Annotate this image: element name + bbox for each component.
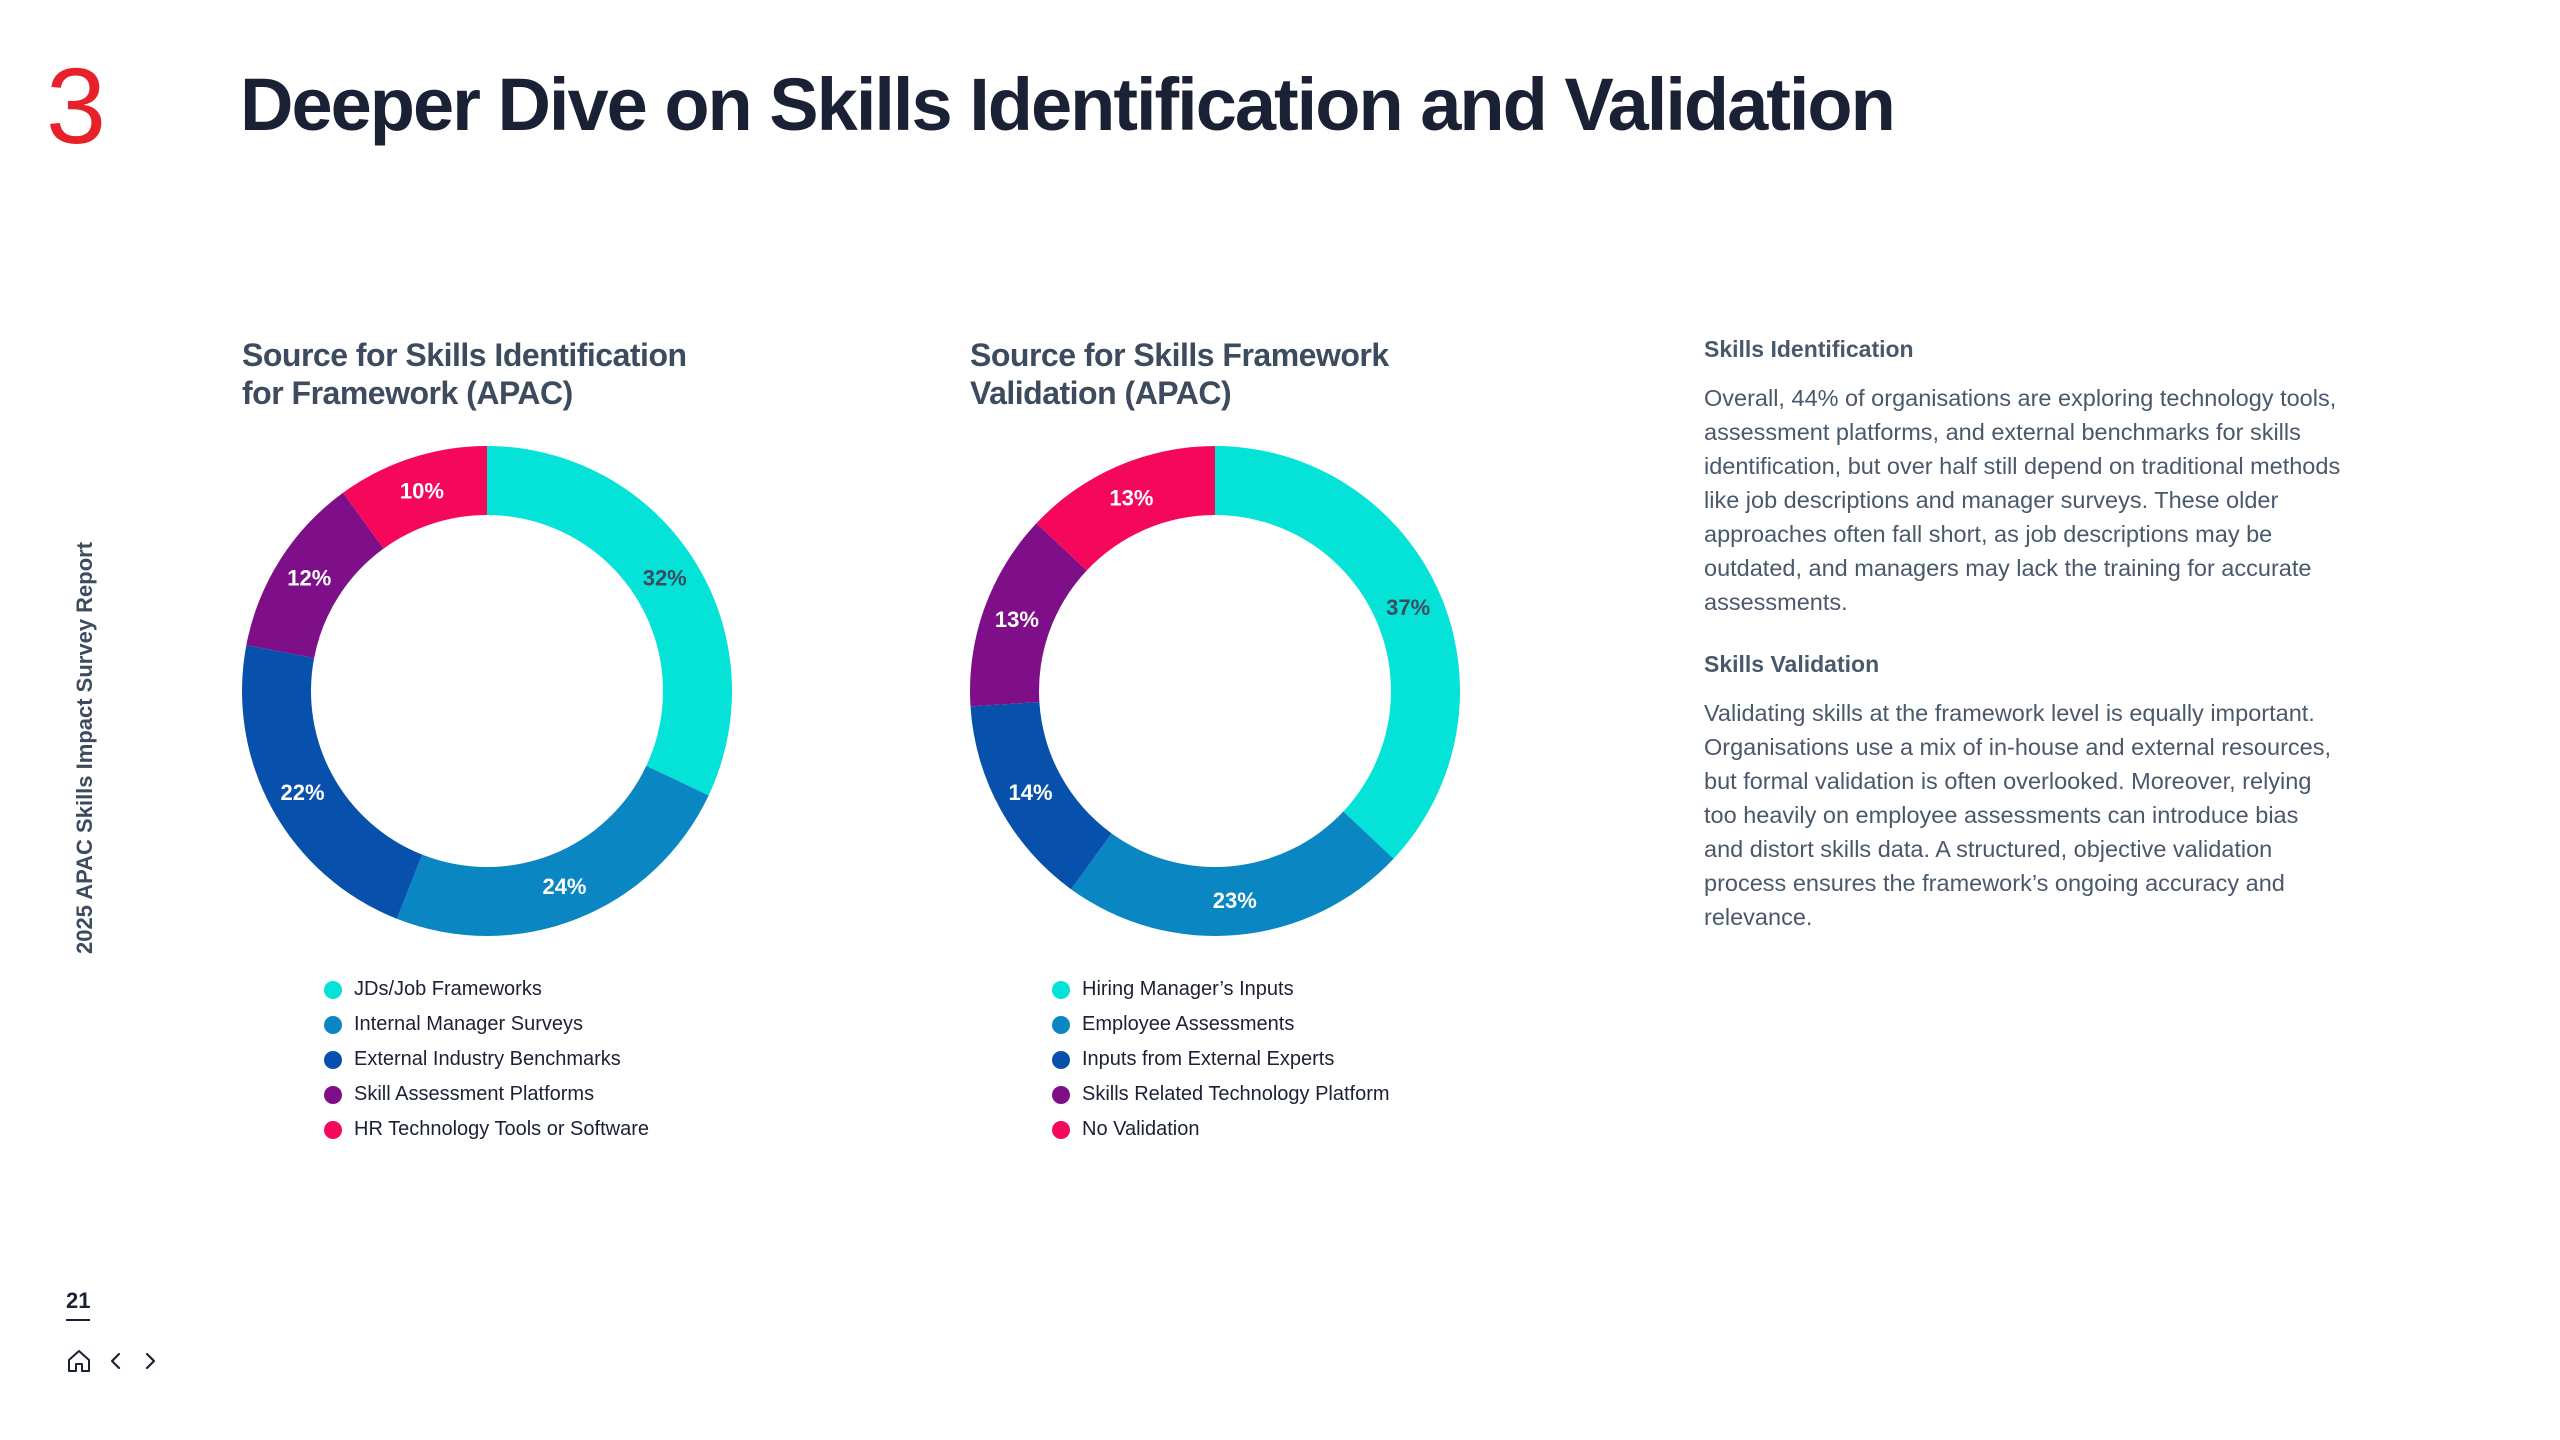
data-label: 22% [281, 780, 325, 805]
donut-slice [487, 446, 732, 796]
data-label: 37% [1386, 595, 1430, 620]
donut-slice [970, 702, 1112, 890]
legend-item: Internal Manager Surveys [324, 1007, 649, 1042]
validation-heading: Skills Validation [1704, 651, 1880, 677]
legend-swatch [324, 1085, 342, 1104]
report-name-vertical: 2025 APAC Skills Impact Survey Report [72, 541, 97, 954]
legend-label: Skill Assessment Platforms [354, 1083, 595, 1105]
legend-item: Skills Related Technology Platform [1052, 1077, 1390, 1112]
legend-swatch [1052, 1120, 1070, 1139]
legend-label: HR Technology Tools or Software [354, 1118, 649, 1140]
identification-heading: Skills Identification [1704, 336, 1914, 362]
chart-title: Source for Skills Framework Validation (… [970, 336, 1530, 412]
chart-title-line: for Framework (APAC) [242, 375, 573, 411]
legend-item: HR Technology Tools or Software [324, 1112, 649, 1147]
chevron-right-icon[interactable] [140, 1348, 160, 1374]
legend-swatch [1052, 1015, 1070, 1034]
data-label: 24% [542, 874, 586, 899]
data-label: 23% [1213, 888, 1257, 913]
chart-legend: Hiring Manager’s Inputs Employee Assessm… [1052, 972, 1390, 1147]
donut-slice [246, 492, 384, 659]
donut-chart-validation: 37% 23% 14% 13% 13% [970, 446, 1460, 936]
validation-body: Validating skills at the framework level… [1704, 700, 2331, 930]
legend-swatch [1052, 1050, 1070, 1069]
legend-item: External Industry Benchmarks [324, 1042, 649, 1077]
legend-item: No Validation [1052, 1112, 1390, 1147]
donut-slice [242, 645, 423, 919]
legend-label: No Validation [1082, 1118, 1200, 1140]
legend-swatch [324, 980, 342, 999]
data-label: 10% [400, 478, 444, 503]
legend-item: Employee Assessments [1052, 1007, 1390, 1042]
legend-label: Hiring Manager’s Inputs [1082, 978, 1294, 1000]
identification-body: Overall, 44% of organisations are explor… [1704, 385, 2341, 615]
chart-title-line: Source for Skills Identification [242, 337, 687, 373]
legend-label: Inputs from External Experts [1082, 1048, 1335, 1070]
legend-swatch [324, 1050, 342, 1069]
data-label: 32% [643, 566, 687, 591]
page-number: 21 [66, 1288, 91, 1321]
page-title: Deeper Dive on Skills Identification and… [240, 63, 1896, 146]
page-navigation [66, 1348, 160, 1374]
donut-slice [970, 523, 1087, 707]
donut-chart-identification: 32% 24% 22% 12% 10% [242, 446, 732, 936]
legend-label: Skills Related Technology Platform [1082, 1083, 1390, 1105]
chevron-left-icon[interactable] [106, 1348, 126, 1374]
chart-framework-validation: Source for Skills Framework Validation (… [970, 336, 1530, 1140]
legend-swatch [324, 1120, 342, 1139]
legend-label: Internal Manager Surveys [354, 1013, 584, 1035]
chart-skills-identification: Source for Skills Identification for Fra… [242, 336, 802, 1140]
chart-legend: JDs/Job Frameworks Internal Manager Surv… [324, 972, 649, 1147]
donut-slice [1036, 446, 1215, 571]
data-label: 13% [1109, 485, 1153, 510]
data-label: 12% [287, 566, 331, 591]
donut-slice [1215, 446, 1460, 859]
legend-item: JDs/Job Frameworks [324, 972, 649, 1007]
legend-item: Hiring Manager’s Inputs [1052, 972, 1390, 1007]
donut-slice [396, 765, 709, 936]
chart-title: Source for Skills Identification for Fra… [242, 336, 802, 412]
legend-label: External Industry Benchmarks [354, 1048, 621, 1070]
legend-swatch [1052, 980, 1070, 999]
legend-label: JDs/Job Frameworks [354, 978, 542, 1000]
section-number: 3 [46, 45, 107, 166]
legend-item: Inputs from External Experts [1052, 1042, 1390, 1077]
commentary-panel: Skills Identification Overall, 44% of or… [1704, 336, 2344, 934]
legend-label: Employee Assessments [1082, 1013, 1295, 1035]
legend-swatch [1052, 1085, 1070, 1104]
donut-slice [1070, 811, 1394, 936]
donut-slice [342, 446, 487, 549]
data-label: 14% [1009, 780, 1053, 805]
chart-title-line: Source for Skills Framework [970, 337, 1389, 373]
legend-item: Skill Assessment Platforms [324, 1077, 649, 1112]
chart-title-line: Validation (APAC) [970, 375, 1232, 411]
legend-swatch [324, 1015, 342, 1034]
data-label: 13% [995, 607, 1039, 632]
home-icon[interactable] [66, 1348, 92, 1374]
